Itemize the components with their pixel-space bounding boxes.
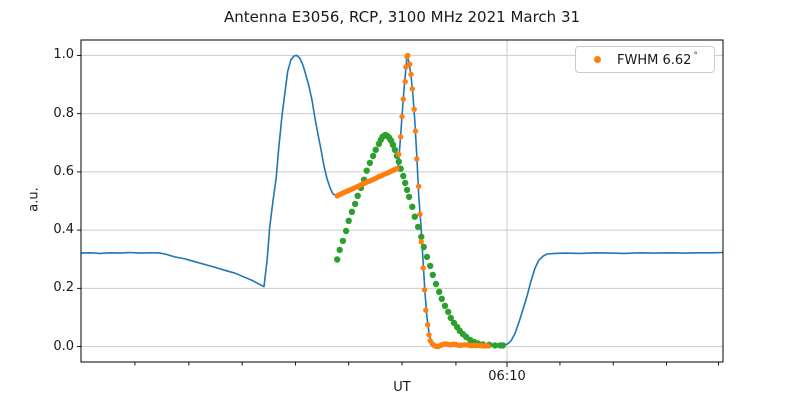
data-point bbox=[400, 96, 406, 102]
y-tick-label: 0.8 bbox=[53, 105, 74, 121]
data-point bbox=[394, 165, 400, 172]
y-tick-label: 0.2 bbox=[53, 280, 74, 296]
data-point bbox=[405, 193, 413, 201]
data-point bbox=[405, 52, 411, 59]
data-point bbox=[366, 159, 374, 167]
data-point bbox=[426, 332, 432, 338]
data-point bbox=[427, 262, 434, 270]
data-point bbox=[403, 186, 411, 194]
data-point bbox=[412, 128, 419, 134]
axis-ticks bbox=[77, 54, 719, 367]
data-point bbox=[436, 288, 443, 295]
data-point bbox=[423, 307, 429, 313]
data-point bbox=[336, 246, 343, 254]
data-point bbox=[411, 213, 418, 220]
y-tick-label: 1.0 bbox=[53, 47, 74, 63]
data-point bbox=[420, 243, 427, 251]
data-point bbox=[408, 71, 414, 78]
legend-marker-dot bbox=[594, 56, 601, 63]
axes-spines bbox=[80, 39, 724, 363]
data-point bbox=[399, 113, 405, 120]
x-axis-label: UT bbox=[393, 380, 411, 395]
data-point bbox=[398, 134, 404, 140]
data-point bbox=[417, 211, 423, 217]
legend: FWHM 6.62 ° bbox=[575, 46, 715, 73]
data-point bbox=[445, 308, 452, 316]
data-point bbox=[339, 237, 347, 245]
data-point bbox=[423, 253, 431, 261]
data-point bbox=[407, 61, 413, 67]
data-point bbox=[372, 146, 379, 153]
data-point bbox=[342, 227, 350, 235]
data-point bbox=[363, 167, 370, 174]
degree-symbol: ° bbox=[693, 51, 698, 61]
grid-lines bbox=[81, 40, 723, 362]
data-point bbox=[403, 64, 409, 70]
data-point bbox=[421, 287, 428, 293]
x-tick-label: 06:10 bbox=[488, 369, 526, 384]
data-point bbox=[485, 343, 491, 349]
data-point bbox=[351, 200, 359, 208]
data-point bbox=[416, 183, 422, 190]
data-point bbox=[409, 203, 416, 210]
data-point bbox=[369, 152, 377, 160]
legend-label: FWHM 6.62 ° bbox=[617, 51, 698, 68]
data-point bbox=[418, 233, 425, 240]
data-point bbox=[491, 342, 499, 349]
y-tick-label: 0.4 bbox=[53, 222, 74, 238]
data-point bbox=[409, 86, 415, 92]
data-point bbox=[432, 280, 440, 288]
data-point bbox=[402, 179, 409, 187]
y-tick-label: 0.0 bbox=[53, 338, 74, 354]
data-point bbox=[447, 314, 454, 322]
data-point bbox=[418, 239, 424, 245]
data-series bbox=[80, 52, 724, 350]
chart-title: Antenna E3056, RCP, 3100 MHz 2021 March … bbox=[223, 8, 581, 26]
data-point bbox=[420, 265, 426, 271]
data-point bbox=[441, 302, 449, 309]
data-point bbox=[396, 151, 402, 158]
data-point bbox=[391, 146, 399, 153]
scatter-series bbox=[334, 131, 506, 349]
data-point bbox=[400, 172, 407, 180]
data-point bbox=[414, 223, 422, 231]
data-point bbox=[499, 342, 506, 349]
data-point bbox=[429, 271, 436, 279]
data-point bbox=[395, 158, 402, 165]
data-point bbox=[345, 217, 352, 224]
data-point bbox=[354, 192, 361, 199]
data-point bbox=[402, 78, 408, 85]
data-point bbox=[438, 295, 445, 302]
scatter-series bbox=[334, 52, 491, 350]
data-point bbox=[348, 208, 356, 215]
y-tick-label: 0.6 bbox=[53, 163, 74, 179]
data-point bbox=[334, 256, 341, 263]
data-point bbox=[389, 141, 397, 148]
data-point bbox=[411, 106, 417, 113]
data-point bbox=[414, 156, 420, 162]
data-point bbox=[425, 322, 431, 328]
